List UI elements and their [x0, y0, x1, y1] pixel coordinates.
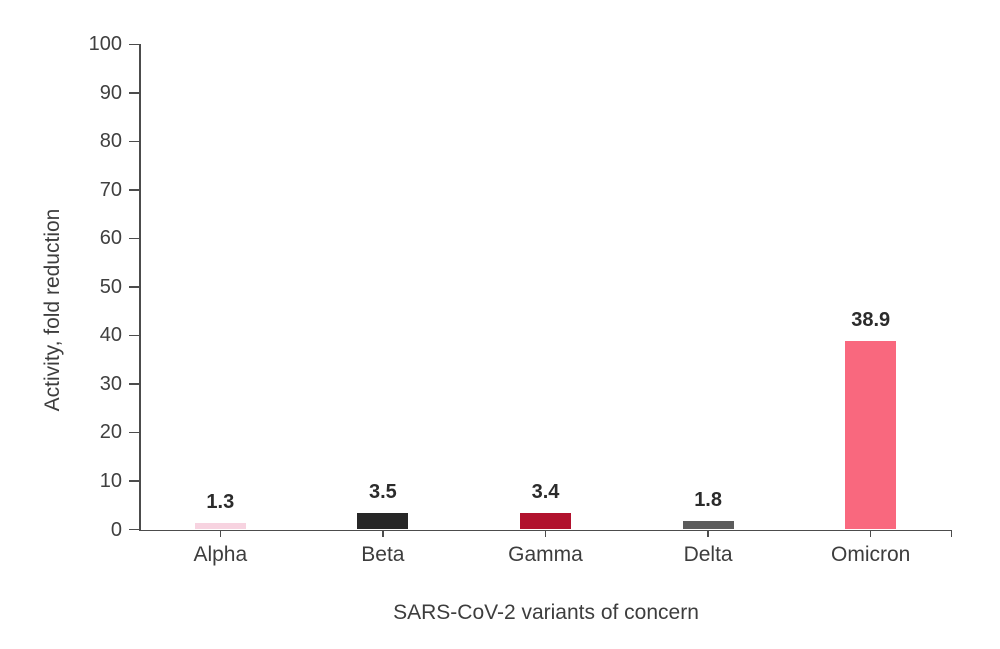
y-tick: [129, 528, 139, 531]
y-tick: [129, 480, 139, 482]
y-tick-label: 50: [99, 275, 122, 298]
y-tick-label: 0: [110, 518, 122, 541]
x-tick: [219, 531, 222, 537]
bar-beta: [357, 512, 409, 530]
x-tick: [707, 531, 709, 537]
x-axis-line: [139, 529, 952, 531]
x-category-label: Delta: [683, 543, 733, 566]
bar-delta: [682, 520, 734, 530]
y-tick: [129, 431, 139, 434]
x-axis-end-tick: [950, 529, 952, 537]
x-tick: [544, 531, 547, 537]
y-tick-label: 20: [99, 421, 122, 444]
y-tick: [129, 286, 139, 288]
x-category-label: Gamma: [508, 543, 583, 566]
y-tick-label: 30: [99, 372, 122, 395]
y-tick: [129, 43, 139, 46]
y-tick: [129, 237, 139, 240]
y-tick-label: 40: [99, 324, 122, 347]
x-category-label: Omicron: [831, 543, 911, 566]
x-category-label: Alpha: [193, 543, 248, 566]
y-tick-label: 90: [99, 81, 122, 104]
y-tick: [129, 189, 139, 191]
bar-value-label: 1.8: [694, 488, 722, 511]
y-tick-label: 70: [99, 178, 122, 201]
x-tick: [869, 531, 872, 537]
bar-value-label: 3.5: [368, 480, 397, 503]
bar-alpha: [194, 523, 246, 530]
bar-gamma: [520, 513, 571, 530]
y-tick-label: 100: [88, 33, 122, 56]
x-category-label: Beta: [361, 543, 405, 566]
bar-omicron: [845, 340, 897, 530]
y-tick-label: 60: [99, 227, 122, 250]
y-tick: [129, 140, 139, 143]
x-axis-title: SARS-CoV-2 variants of concern: [393, 601, 699, 624]
y-tick-label: 10: [99, 469, 122, 492]
y-tick: [129, 92, 139, 94]
bar-value-label: 3.4: [531, 481, 560, 503]
y-tick: [129, 383, 139, 385]
y-tick-label: 80: [99, 130, 122, 153]
bar-value-label: 38.9: [851, 308, 891, 331]
y-tick: [129, 334, 139, 337]
bar-value-label: 1.3: [206, 491, 235, 514]
y-axis-line: [139, 44, 141, 531]
x-tick: [382, 531, 384, 537]
